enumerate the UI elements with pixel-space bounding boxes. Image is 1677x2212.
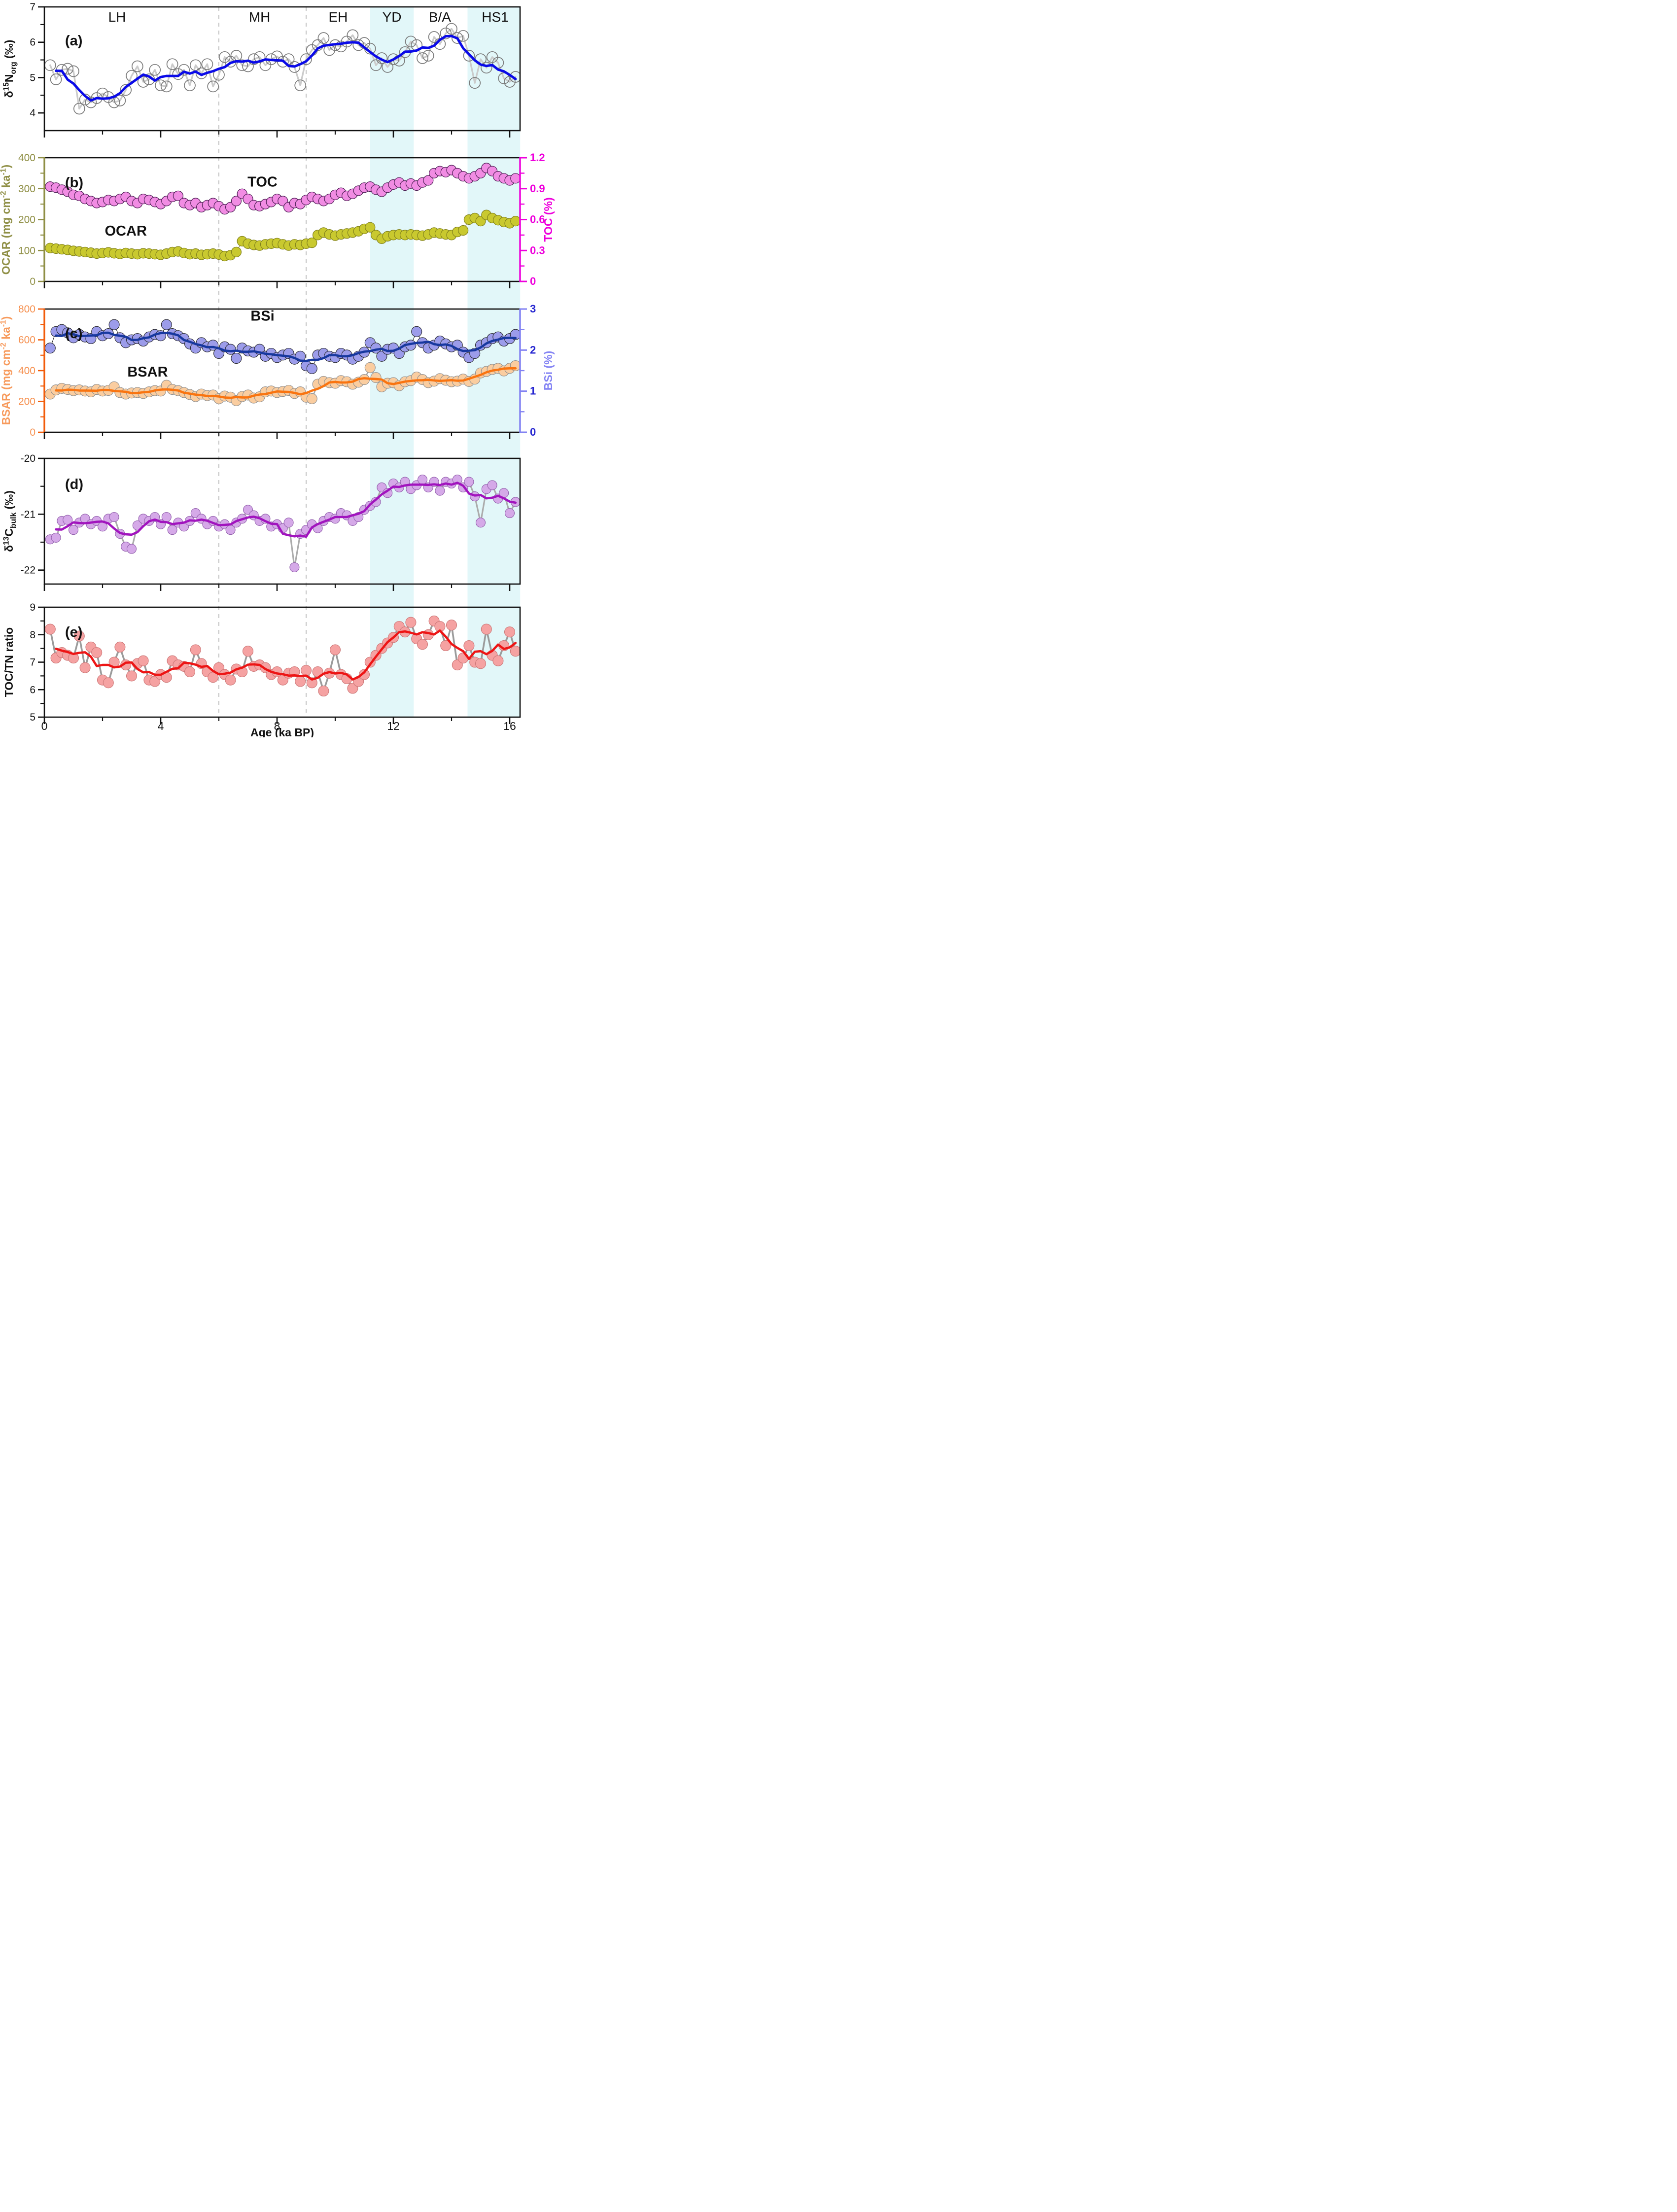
svg-text:1.2: 1.2 — [530, 151, 545, 164]
svg-text:Age (ka BP): Age (ka BP) — [250, 726, 314, 737]
svg-text:0: 0 — [30, 276, 35, 287]
figure-svg: 4567010020030040000.30.60.91.20200400600… — [0, 1, 555, 737]
period-label-lh: LH — [108, 9, 126, 25]
svg-text:4: 4 — [30, 107, 35, 119]
panel-c-data — [44, 319, 520, 406]
bsar-scatter-points — [44, 360, 520, 406]
svg-text:400: 400 — [18, 365, 35, 377]
svg-text:0.3: 0.3 — [530, 244, 545, 256]
bsi-smoothed-line — [55, 331, 517, 362]
period-label-eh: EH — [328, 9, 348, 25]
period-label-hs1: HS1 — [482, 9, 508, 25]
panel-e-data — [44, 615, 520, 697]
svg-text:1: 1 — [530, 385, 536, 397]
svg-text:0.9: 0.9 — [530, 182, 545, 195]
annotation-ocar: OCAR — [105, 223, 147, 239]
tocTN-scatter-points — [44, 615, 520, 697]
y-axis-label-bsi: BSi (%) — [542, 351, 555, 391]
svg-text:12: 12 — [387, 720, 400, 732]
period-label-mh: MH — [249, 9, 271, 25]
axes: 4 5 6 7 0 100 200 300 400 0 0.3 0.6 0.9 1.2 0 200 400 600… — [18, 1, 545, 724]
y-axis-label-bsar: BSAR (mg cm-2​ ka-1​) — [0, 316, 12, 425]
climate-period-bands — [370, 7, 521, 717]
svg-text:-21: -21 — [21, 509, 35, 520]
toc-scatter-points — [45, 163, 520, 215]
svg-text:9: 9 — [30, 602, 35, 613]
paleoclimate-multipanel-figure: 4 5 6 7 0 100 200 300 400 0 0.3 0.6 0.9 1.2 0 200 400 600… — [0, 0, 559, 737]
YD-band — [370, 7, 414, 717]
panel-b-data — [45, 163, 520, 262]
y-axis-label-tocTN: TOC/TN ratio — [2, 627, 15, 697]
svg-text:5: 5 — [30, 712, 35, 723]
panel-letter-b: (b) — [65, 175, 83, 191]
panel-letter-e: (e) — [65, 624, 82, 640]
svg-text:800: 800 — [18, 304, 35, 315]
d15N-connector-line — [49, 28, 517, 110]
svg-text:200: 200 — [18, 396, 35, 408]
svg-text:200: 200 — [18, 214, 35, 226]
d15N-smoothed-line — [55, 35, 517, 102]
ocar-scatter-points — [45, 209, 520, 262]
panel-a-data — [44, 23, 520, 115]
svg-text:2: 2 — [530, 344, 536, 356]
bsar-smoothed-line — [55, 367, 517, 399]
y-axis-label-ocar: OCAR (mg cm-2​ ka-1​) — [0, 165, 12, 275]
svg-text:-22: -22 — [21, 565, 35, 576]
svg-text:3: 3 — [530, 303, 536, 315]
svg-text:8: 8 — [274, 720, 280, 732]
y-axis-label-d15N: δ15​Norg​ (‰) — [2, 40, 18, 98]
svg-text:7: 7 — [30, 657, 35, 668]
svg-text:0: 0 — [41, 720, 48, 732]
panel-letter-a: (a) — [65, 33, 82, 49]
panel-letter-c: (c) — [65, 326, 82, 342]
svg-text:5: 5 — [30, 72, 35, 83]
y-axis-label-toc: TOC (%) — [542, 197, 555, 242]
period-label-yd: YD — [383, 9, 402, 25]
svg-text:0: 0 — [530, 426, 536, 438]
annotation-toc: TOC — [247, 174, 278, 190]
svg-text:-20: -20 — [21, 453, 35, 464]
svg-text:16: 16 — [503, 720, 516, 732]
text-labels: LH MH EH YD B/A HS1 (a) (b) (c) (d) (e) TOC OCAR BSi B… — [0, 9, 555, 697]
d13C-smoothed-line — [55, 482, 517, 538]
svg-text:7: 7 — [30, 1, 35, 13]
svg-text:0: 0 — [30, 427, 35, 438]
svg-text:6: 6 — [30, 684, 35, 695]
d15N-scatter-points — [44, 23, 520, 115]
y-axis-label-d13C: δ13​Cbulk​ (‰) — [2, 490, 18, 552]
HS1-band — [467, 7, 521, 717]
svg-text:8: 8 — [30, 629, 35, 641]
x-axis-labels: 0 4 8 12 16 Age (ka BP) — [41, 720, 516, 737]
annotation-bsi: BSi — [250, 308, 274, 324]
svg-text:6: 6 — [30, 37, 35, 48]
panel-d-data — [45, 475, 520, 573]
svg-text:300: 300 — [18, 183, 35, 195]
svg-text:0.6: 0.6 — [530, 213, 545, 226]
period-label-ba: B/A — [429, 9, 451, 25]
bsi-scatter-points — [44, 319, 520, 374]
svg-text:600: 600 — [18, 335, 35, 346]
svg-text:100: 100 — [18, 245, 35, 256]
tocTN-smoothed-line — [55, 629, 517, 681]
annotation-bsar: BSAR — [127, 364, 168, 380]
svg-text:400: 400 — [18, 152, 35, 164]
svg-text:0: 0 — [530, 275, 536, 287]
panel-letter-d: (d) — [65, 477, 83, 492]
svg-text:4: 4 — [158, 720, 164, 732]
